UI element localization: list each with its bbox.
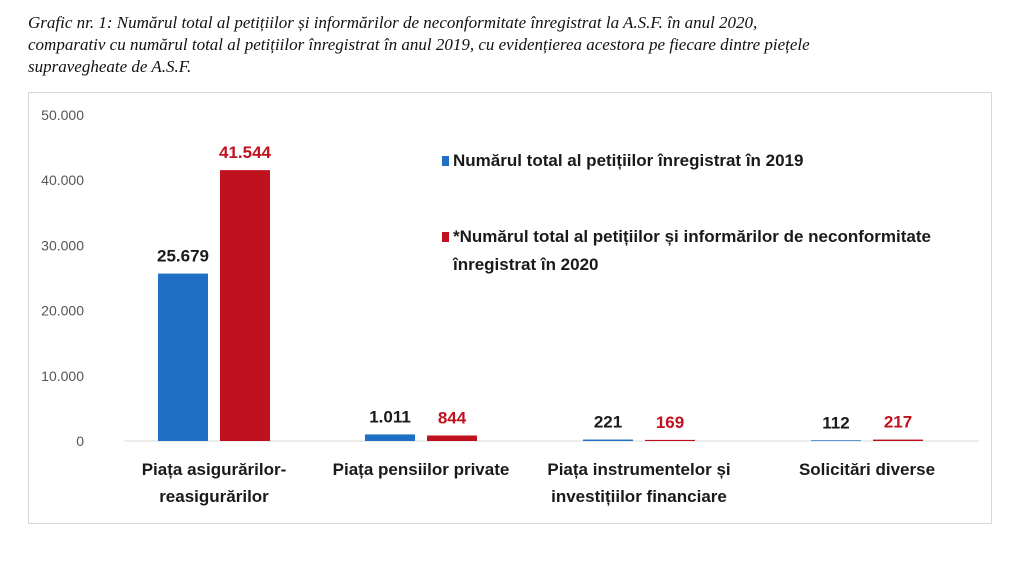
caption-line-1: Grafic nr. 1: Numărul total al petițiilo… bbox=[28, 13, 758, 32]
data-label-2019: 25.679 bbox=[157, 247, 209, 266]
data-label-2019: 221 bbox=[594, 413, 622, 432]
y-tick-label: 40.000 bbox=[41, 172, 84, 188]
y-tick-label: 50.000 bbox=[41, 107, 84, 123]
caption-line-2: comparativ cu numărul total al petițiilo… bbox=[28, 35, 810, 54]
bar-2019 bbox=[365, 434, 415, 441]
chart-frame: 0 10.000 20.000 30.000 40.000 50.000 25.679 41.… bbox=[28, 92, 992, 524]
data-label-2020: 844 bbox=[438, 408, 467, 427]
category-label: Solicitări diverse bbox=[799, 460, 935, 479]
category-label: investițiilor financiare bbox=[551, 487, 727, 506]
y-tick-label: 10.000 bbox=[41, 368, 84, 384]
caption-line-3: supravegheate de A.S.F. bbox=[28, 57, 192, 76]
category-label: Piața asigurărilor- bbox=[142, 460, 287, 479]
bar-2019 bbox=[158, 273, 208, 441]
data-label-2020: 217 bbox=[884, 413, 912, 432]
data-label-2019: 1.011 bbox=[369, 407, 411, 426]
category-label: Piața pensiilor private bbox=[333, 460, 510, 479]
legend-swatch-2020 bbox=[442, 232, 449, 242]
chart-caption: Grafic nr. 1: Numărul total al petițiilo… bbox=[28, 12, 1003, 78]
y-tick-label: 20.000 bbox=[41, 303, 84, 319]
category-label: reasigurărilor bbox=[159, 487, 269, 506]
data-label-2020: 169 bbox=[656, 413, 684, 432]
data-label-2019: 112 bbox=[822, 413, 849, 432]
legend-label-2020: *Numărul total al petițiilor și informăr… bbox=[453, 227, 931, 246]
bar-2019 bbox=[583, 439, 633, 441]
y-tick-label: 30.000 bbox=[41, 237, 84, 253]
y-tick-label: 0 bbox=[76, 433, 84, 449]
bar-2020 bbox=[645, 439, 695, 441]
legend-label-2019: Numărul total al petițiilor înregistrat … bbox=[453, 151, 803, 170]
legend-swatch-2019 bbox=[442, 156, 449, 166]
legend-label-2020: înregistrat în 2020 bbox=[452, 255, 599, 274]
bar-2019 bbox=[811, 440, 861, 441]
category-label: Piața instrumentelor și bbox=[547, 460, 730, 479]
bar-chart: 0 10.000 20.000 30.000 40.000 50.000 25.679 41.… bbox=[41, 107, 979, 506]
bar-2020 bbox=[873, 439, 923, 441]
bar-2020 bbox=[220, 170, 270, 441]
bar-2020 bbox=[427, 435, 477, 441]
data-label-2020: 41.544 bbox=[219, 143, 272, 162]
